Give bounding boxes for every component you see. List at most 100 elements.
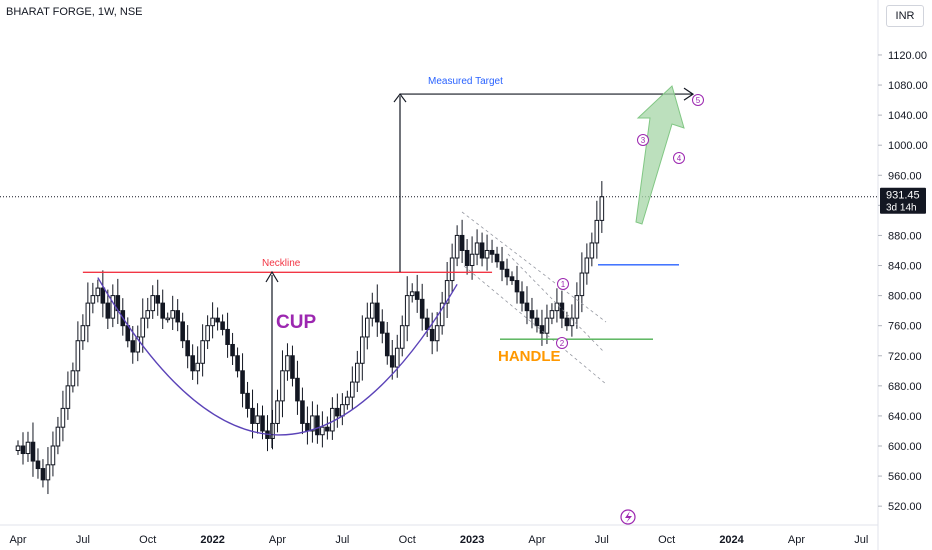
candle-body xyxy=(584,257,590,274)
wave-label-3: 3 xyxy=(641,136,646,145)
candle-body xyxy=(365,317,370,338)
candle-body xyxy=(499,261,505,270)
candle-body xyxy=(20,445,26,455)
candle-body xyxy=(424,317,430,330)
candle-body xyxy=(449,257,455,282)
cup-depth-arrowhead xyxy=(265,270,279,283)
candle-body xyxy=(360,336,365,364)
candle-body xyxy=(65,385,71,409)
y-tick-label: 680.00 xyxy=(888,381,922,393)
candle-body xyxy=(355,362,360,383)
candle-body xyxy=(564,317,570,327)
candle-body xyxy=(215,317,220,323)
x-tick-label: Oct xyxy=(399,534,416,546)
candle-body xyxy=(579,272,585,297)
candle-body xyxy=(185,340,190,357)
wave-label-circle xyxy=(692,94,704,106)
candle-body xyxy=(554,302,560,312)
candle-body xyxy=(374,302,380,323)
candle-body xyxy=(220,321,225,330)
candle-body xyxy=(105,302,111,319)
candle-body xyxy=(409,291,415,297)
y-tick-label: 840.00 xyxy=(888,261,922,273)
candle-body xyxy=(320,426,325,436)
price-tag-countdown: 3d 14h xyxy=(886,203,917,214)
candle-body xyxy=(280,370,285,402)
x-tick-label: 2022 xyxy=(200,534,224,546)
candle-body xyxy=(210,317,215,327)
candle-body xyxy=(40,468,46,481)
candle-body xyxy=(145,310,151,319)
candle-body xyxy=(285,355,290,372)
candle-body xyxy=(315,415,320,436)
candle-body xyxy=(170,310,175,319)
candle-body xyxy=(539,325,545,334)
candle-body xyxy=(225,328,230,345)
y-tick-label: 760.00 xyxy=(888,321,922,333)
candle-body xyxy=(30,441,36,462)
candle-body xyxy=(250,407,255,424)
cup-label: CUP xyxy=(276,312,316,333)
candle-body xyxy=(369,302,375,319)
y-tick-label: 640.00 xyxy=(888,411,922,423)
currency-selector[interactable]: INR xyxy=(886,5,924,27)
candle-body xyxy=(534,317,540,327)
candle-body xyxy=(599,196,605,221)
candle-body xyxy=(335,407,340,417)
candle-body xyxy=(419,298,425,319)
candle-body xyxy=(310,415,315,432)
candle-body xyxy=(55,426,61,447)
candle-body xyxy=(35,460,41,470)
candle-body xyxy=(350,381,355,398)
wave-label-circle xyxy=(556,337,568,349)
candle-body xyxy=(15,445,21,452)
candle-body xyxy=(479,242,485,259)
candle-body xyxy=(130,340,136,353)
candle-body xyxy=(260,415,265,432)
candle-body xyxy=(489,249,495,255)
chart-title: BHARAT FORGE, 1W, NSE xyxy=(6,6,143,18)
x-tick-label: 2024 xyxy=(719,534,744,546)
candle-body xyxy=(594,219,600,244)
x-tick-label: Oct xyxy=(658,534,675,546)
handle-channel-upper xyxy=(461,211,607,323)
candle-body xyxy=(414,291,420,300)
y-tick-label: 560.00 xyxy=(888,471,922,483)
x-tick-label: Jul xyxy=(335,534,349,546)
candle-body xyxy=(494,253,500,263)
candle-body xyxy=(235,355,240,372)
candle-body xyxy=(330,407,335,432)
candle-body xyxy=(295,377,300,402)
candle-body xyxy=(514,280,520,293)
x-tick-label: Jul xyxy=(76,534,90,546)
candle-body xyxy=(439,302,445,327)
candle-body xyxy=(275,400,280,424)
wave-label-1: 1 xyxy=(561,280,566,289)
candle-body xyxy=(519,291,525,304)
candle-body xyxy=(110,295,116,319)
x-tick-label: Apr xyxy=(269,534,286,546)
candle-body xyxy=(484,249,490,259)
handle-channel-mid xyxy=(507,253,605,353)
candle-body xyxy=(50,445,56,466)
x-tick-label: Jul xyxy=(854,534,868,546)
candle-body xyxy=(245,392,250,409)
candle-body xyxy=(85,302,91,327)
candle-body xyxy=(80,325,86,342)
candle-body xyxy=(255,415,260,424)
y-tick-label: 720.00 xyxy=(888,351,922,363)
y-tick-label: 520.00 xyxy=(888,501,922,513)
x-axis: Apr Jul Oct 2022 Apr Jul Oct 2023 Apr Jul Oct 2024 A… xyxy=(0,524,878,546)
candle-body xyxy=(589,242,595,259)
candle-body xyxy=(165,317,170,321)
candle-body xyxy=(240,370,245,394)
candle-body xyxy=(504,268,510,278)
candle-body xyxy=(95,287,101,297)
x-tick-label: Apr xyxy=(788,534,805,546)
candle-body xyxy=(60,407,66,428)
candle-body xyxy=(399,325,405,349)
candle-body xyxy=(75,340,81,372)
candle-body xyxy=(569,317,575,327)
